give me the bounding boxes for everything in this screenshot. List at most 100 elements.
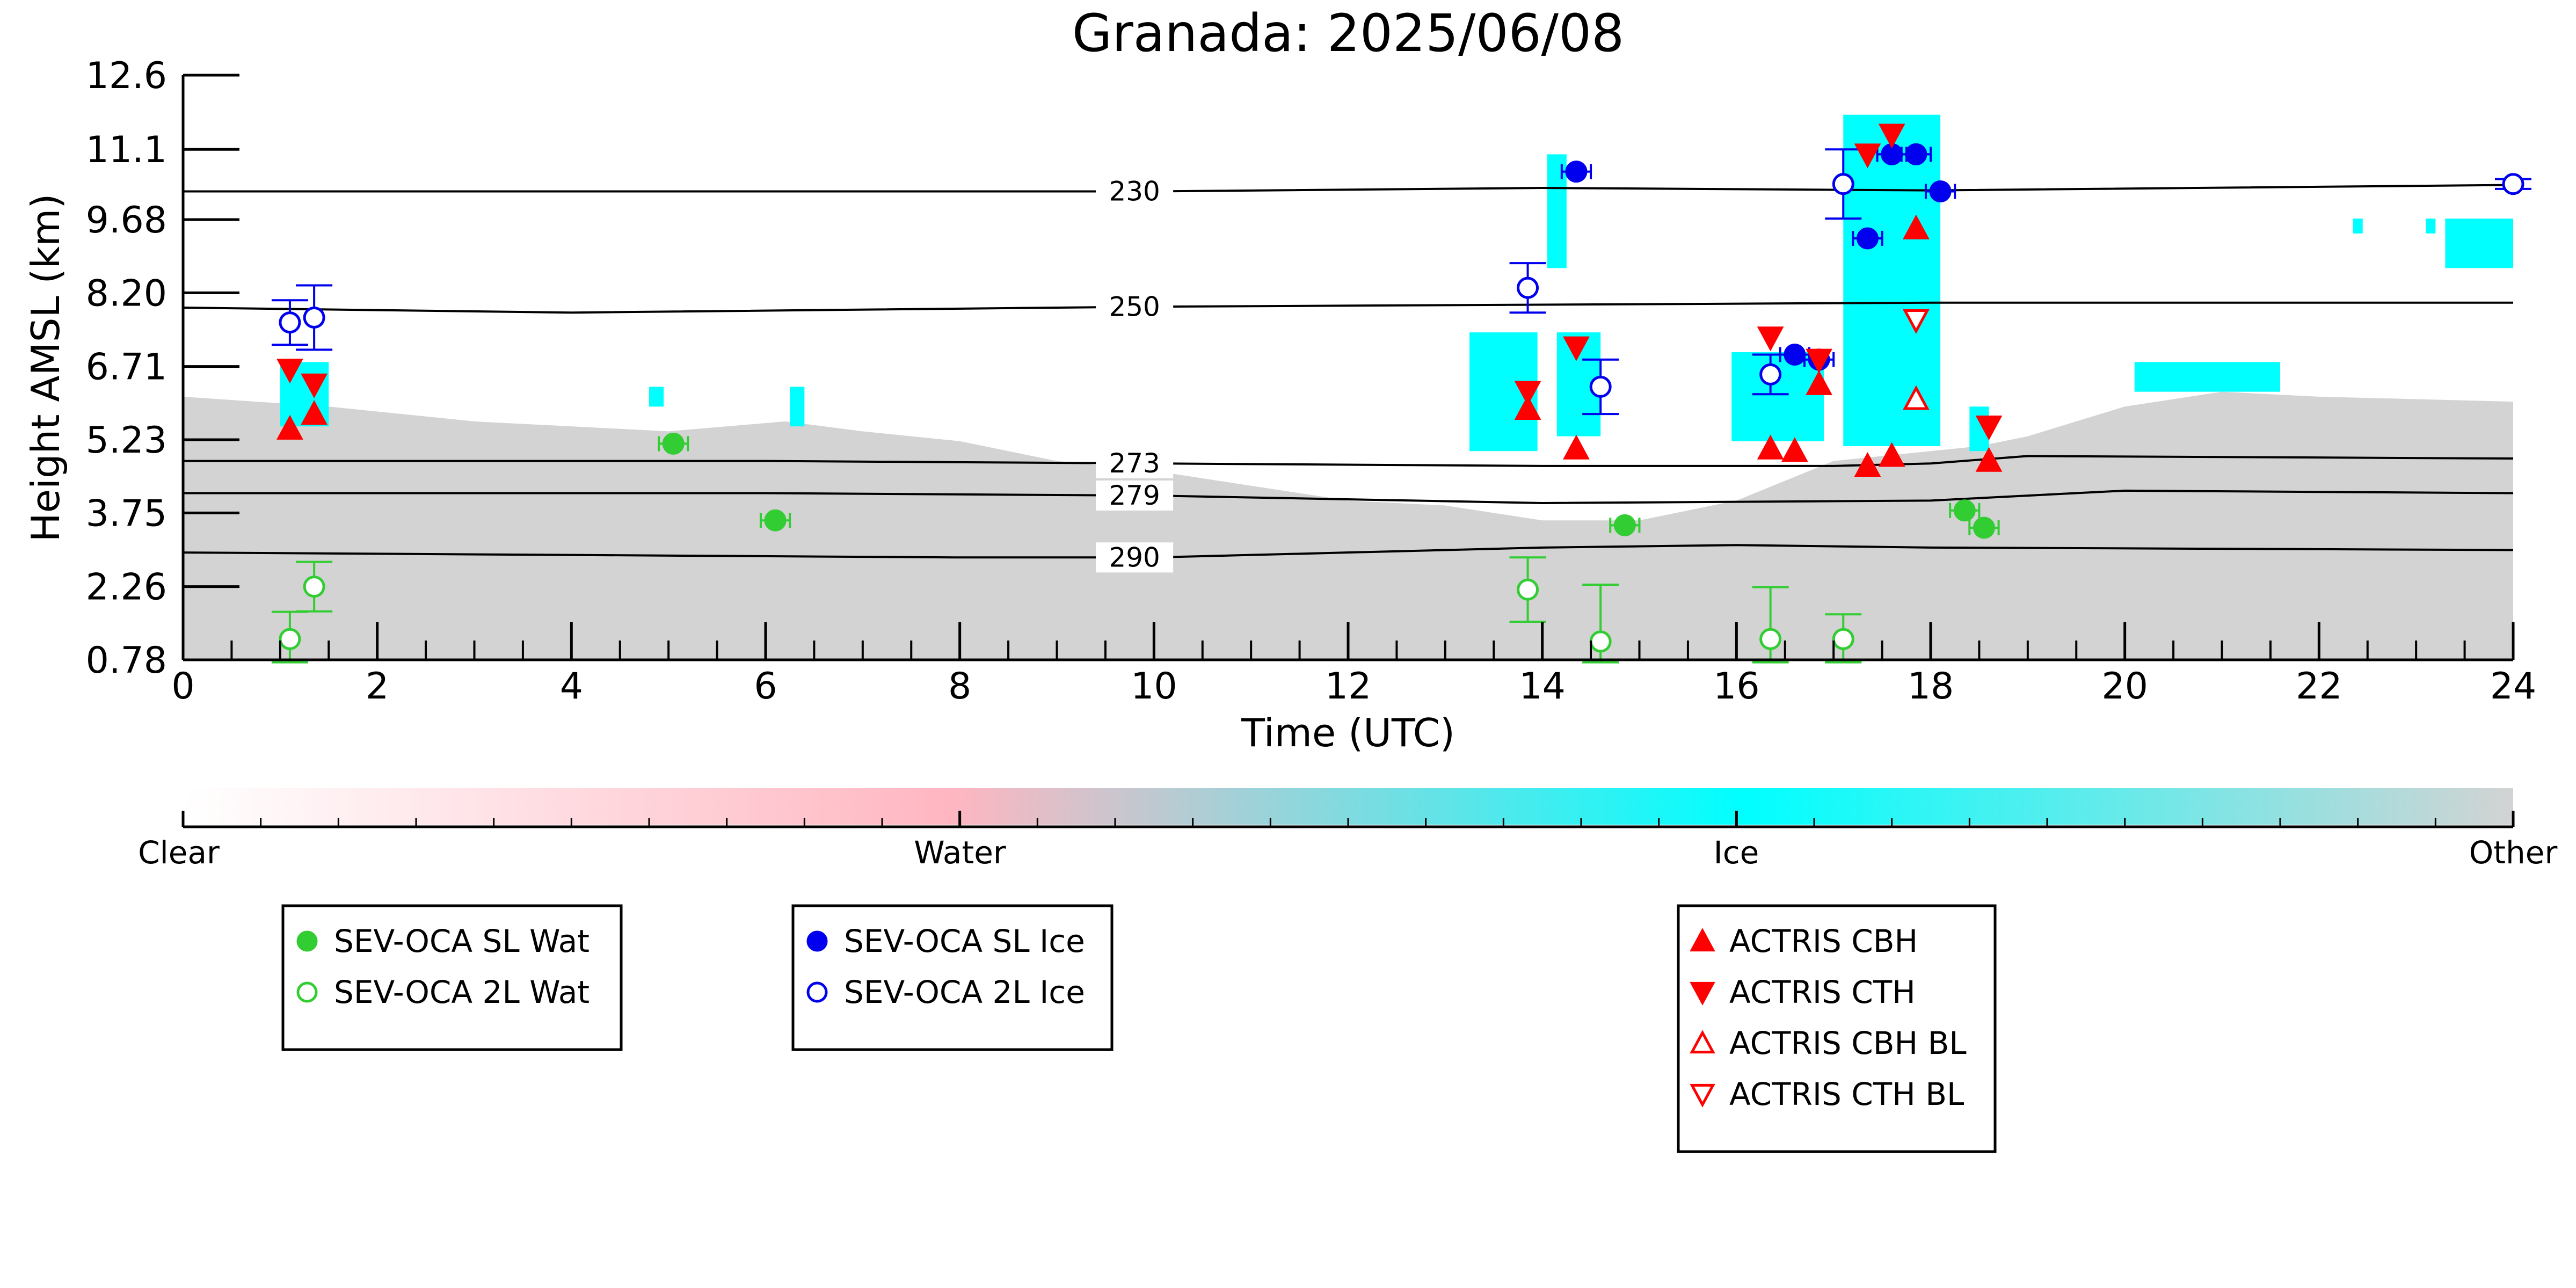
legend-marker-sev-oca-2l-wat (296, 981, 318, 1003)
ice-region-2 (790, 387, 805, 427)
legend-label-actris-cth-bl: ACTRIS CTH BL (1729, 1076, 1964, 1112)
legend-marker-actris-cbh (1690, 928, 1715, 952)
legend-label-actris-cth: ACTRIS CTH (1729, 974, 1916, 1010)
legend-marker-actris-cth (1690, 981, 1715, 1006)
x-axis-label: Time (UTC) (1241, 710, 1455, 755)
isotherm-label-bg-273 (1096, 448, 1174, 479)
isotherm-250 (183, 301, 2513, 314)
point-sev-oca-sl-wat (764, 509, 787, 532)
point-actris-cbh (301, 400, 328, 425)
point-actris-cbh (1757, 434, 1784, 460)
ice-region-1 (649, 387, 664, 407)
isotherm-273 (183, 455, 2513, 467)
ice-region-11 (2426, 219, 2436, 234)
point-sev-oca-2l-ice (1759, 363, 1782, 385)
isotherm-label-250: 250 (1109, 292, 1160, 323)
ticks: 0 2 4 6 8 10 12 14 16 18 20 22 240.782.263.755.236.7… (86, 55, 2537, 708)
isotherm-label-230: 230 (1109, 176, 1160, 207)
x-tick-label-0: 0 (171, 665, 194, 708)
colorbar-ticks (181, 811, 2515, 827)
legend-frame (791, 904, 1114, 1051)
isotherm-label-bg-279 (1096, 480, 1174, 511)
y-tick-label-7: 11.1 (86, 129, 167, 171)
isotherm-279 (183, 489, 2513, 504)
series-sev-oca-sl-wat (658, 432, 2000, 539)
point-sev-oca-2l-wat (279, 628, 301, 650)
point-sev-oca-2l-ice (1832, 173, 1854, 195)
colorbar-label-ice: Ice (1714, 834, 1759, 871)
point-sev-oca-2l-ice (2502, 173, 2524, 195)
legends: SEV-OCA SL Wat SEV-OCA 2L Wat SEV-OCA SL I… (281, 904, 1997, 1153)
x-tick-label-16: 16 (1713, 665, 1760, 708)
point-sev-oca-sl-ice (1565, 161, 1588, 183)
x-tick-label-12: 12 (1325, 665, 1372, 708)
legend-3: ACTRIS CBH ACTRIS CTH ACTRIS CBH BL ACTRIS … (1677, 904, 1997, 1153)
point-actris-cth (1514, 381, 1541, 406)
legend-marker-actris-cbh-bl (1690, 1030, 1715, 1054)
series-sev-oca-2l-wat (271, 556, 1862, 664)
series-actris-cbh-bl (1902, 385, 1930, 410)
point-sev-oca-sl-ice (1929, 180, 1952, 203)
y-tick-label-5: 8.20 (86, 272, 167, 315)
legend-2: SEV-OCA SL Ice SEV-OCA 2L Ice (791, 904, 1114, 1051)
point-actris-cth (1975, 416, 2003, 441)
point-actris-cth (1563, 336, 1590, 361)
series-actris-cth-bl (1902, 309, 1930, 334)
y-tick-label-2: 3.75 (86, 492, 167, 535)
x-tick-label-2: 2 (366, 665, 389, 708)
point-actris-cbh-bl (1902, 385, 1930, 410)
legend-frame (281, 904, 623, 1051)
x-tick-label-22: 22 (2296, 665, 2342, 708)
isotherm-label-bg-250 (1096, 292, 1174, 322)
y-tick-label-6: 9.68 (86, 199, 167, 242)
legend-label-actris-cbh: ACTRIS CBH (1729, 923, 1918, 959)
x-tick-label-8: 8 (948, 665, 971, 708)
point-actris-cth (1806, 348, 1832, 374)
point-actris-cbh (1878, 442, 1905, 467)
isotherm-label-290: 290 (1109, 542, 1160, 573)
data-series (271, 123, 2531, 664)
point-sev-oca-2l-ice (1517, 276, 1539, 299)
point-actris-cth (1757, 326, 1784, 352)
y-tick-label-0: 0.78 (86, 639, 167, 682)
point-sev-oca-2l-ice (1589, 375, 1612, 398)
point-actris-cbh (1975, 447, 2003, 472)
point-sev-oca-sl-wat (1973, 516, 1995, 539)
point-actris-cbh (1514, 395, 1541, 420)
legend-label-actris-cbh-bl: ACTRIS CBH BL (1729, 1025, 1967, 1061)
y-tick-label-3: 5.23 (86, 419, 167, 462)
point-actris-cth (1878, 123, 1905, 149)
legend-frame (1677, 904, 1997, 1153)
point-sev-oca-2l-ice (303, 306, 325, 329)
point-actris-cbh (1563, 434, 1590, 460)
point-actris-cth (1854, 143, 1881, 169)
ice-region-7 (1843, 114, 1941, 446)
ice-region-10 (2353, 219, 2363, 234)
point-sev-oca-2l-wat (303, 576, 325, 598)
chart-title: Granada: 2025/06/08 (1072, 3, 1624, 63)
point-sev-oca-2l-wat (1517, 578, 1539, 601)
legend-label-sev-oca-sl-wat: SEV-OCA SL Wat (334, 923, 590, 959)
other-class-region (183, 391, 2513, 660)
isotherm-lines (183, 184, 2513, 559)
x-tick-label-14: 14 (1519, 665, 1566, 708)
point-actris-cbh (1854, 452, 1881, 477)
series-sev-oca-2l-ice (271, 148, 2531, 416)
isotherm-label-273: 273 (1109, 448, 1160, 479)
point-actris-cbh (1902, 214, 1930, 239)
cloud-phase-field (183, 114, 2513, 660)
x-tick-label-24: 24 (2490, 665, 2537, 708)
point-actris-cbh (276, 414, 303, 440)
legend-marker-actris-cth-bl (1690, 1083, 1715, 1108)
ice-region-9 (2134, 362, 2280, 392)
isotherm-290 (183, 544, 2513, 559)
legend-label-sev-oca-2l-wat: SEV-OCA 2L Wat (334, 974, 590, 1010)
point-actris-cth-bl (1902, 309, 1930, 334)
point-sev-oca-sl-wat (662, 432, 685, 455)
point-sev-oca-sl-ice (1856, 227, 1879, 250)
y-tick-label-4: 6.71 (86, 346, 167, 389)
isotherm-230 (183, 184, 2513, 193)
point-actris-cbh (1781, 437, 1808, 462)
point-sev-oca-2l-ice (279, 311, 301, 334)
x-tick-label-4: 4 (560, 665, 583, 708)
